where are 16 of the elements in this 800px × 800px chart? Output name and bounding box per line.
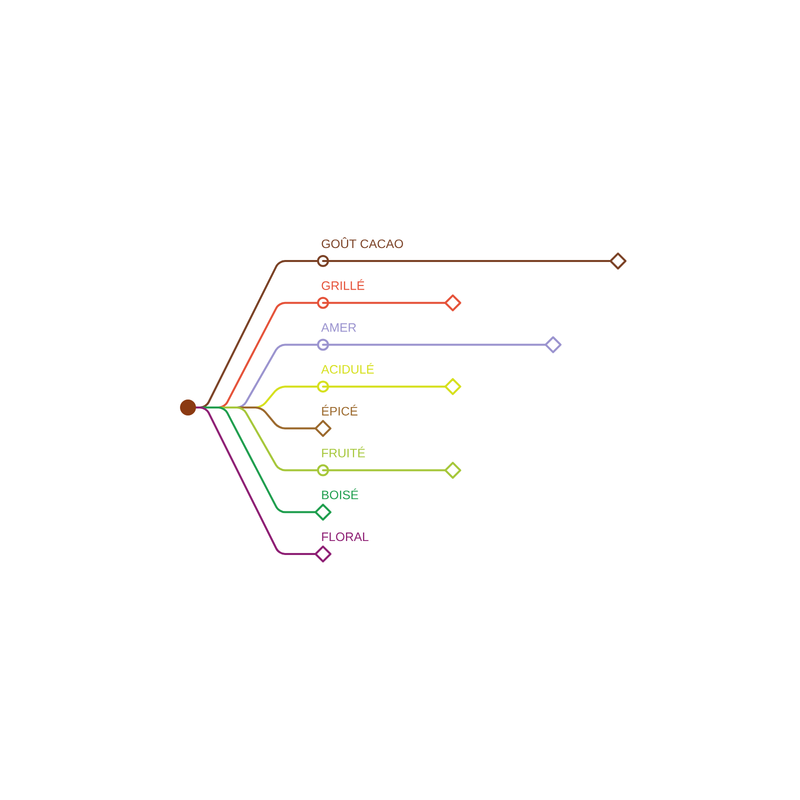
point bbox=[444, 462, 462, 479]
y-tick-label: GOÛT CACAO bbox=[322, 237, 403, 248]
point bbox=[314, 546, 332, 562]
y-tick-label: BOISÉ bbox=[322, 488, 358, 500]
y-tick-label: FRUITÉ bbox=[322, 446, 365, 458]
point bbox=[610, 252, 626, 270]
y-tick-label: GRILLÉ bbox=[322, 279, 364, 290]
point bbox=[444, 294, 462, 312]
point bbox=[314, 504, 332, 521]
point bbox=[314, 420, 332, 437]
point bbox=[544, 336, 562, 354]
y-tick-label: AMER bbox=[321, 323, 356, 332]
y-tick-label: FLORAL bbox=[322, 532, 368, 542]
y-tick-label: ACIDULÉ bbox=[321, 362, 374, 374]
point bbox=[444, 378, 462, 396]
y-tick-label: ÉPICÉ bbox=[322, 404, 358, 416]
